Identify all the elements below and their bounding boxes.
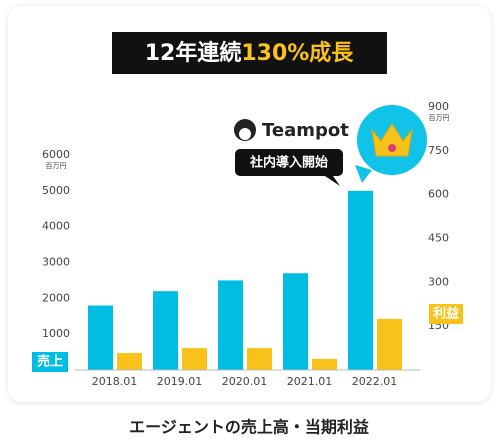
- x-tick-label: 2022.01: [352, 375, 398, 388]
- callout: 社内導入開始: [249, 155, 328, 171]
- y-tick-label: 3000: [42, 256, 70, 269]
- logo-face: [239, 128, 251, 140]
- legend-swatch: [32, 352, 68, 372]
- caption: エージェントの売上高・当期利益: [129, 418, 369, 437]
- legend-swatch: [429, 304, 463, 324]
- y2-unit: 百万円: [429, 114, 450, 122]
- bar: [348, 190, 373, 370]
- bar: [153, 291, 178, 370]
- bubble-tail: [355, 165, 372, 183]
- y-tick-label: 1000: [42, 327, 70, 340]
- y-tick-label: 5000: [42, 184, 70, 197]
- y2-tick-label: 600: [428, 188, 449, 201]
- y-tick-label: 2000: [42, 291, 70, 304]
- y-tick-label: 6000: [42, 148, 70, 161]
- y2-tick-label: 750: [428, 144, 449, 157]
- y2-tick-label: 900: [428, 100, 449, 113]
- bar: [182, 348, 207, 370]
- bar: [218, 280, 243, 370]
- y2-tick-label: 300: [428, 275, 449, 288]
- callout-box: [235, 149, 343, 176]
- bar: [117, 353, 142, 370]
- bar: [312, 358, 337, 370]
- legend-label: 利益: [433, 306, 459, 322]
- bar: [88, 305, 113, 370]
- bar: [283, 273, 308, 370]
- brand: Teampot: [262, 120, 349, 141]
- crown-jewel: [388, 144, 396, 152]
- crown: [371, 123, 413, 157]
- bar: [247, 348, 272, 370]
- legend-label: 売上: [37, 354, 63, 370]
- y-unit: 百万円: [46, 162, 67, 170]
- callout-tail: [325, 176, 340, 186]
- x-tick-label: 2018.01: [92, 375, 138, 388]
- title-banner: [112, 32, 387, 74]
- title-highlight: 130%成長: [241, 41, 354, 66]
- y-tick-label: 4000: [42, 220, 70, 233]
- x-tick-label: 2019.01: [157, 375, 203, 388]
- title-part: 12年連続: [145, 40, 242, 66]
- chart-title: 12年連続130%成長: [145, 40, 355, 66]
- bar: [377, 318, 402, 370]
- x-tick-label: 2021.01: [287, 375, 333, 388]
- y2-tick-label: 450: [428, 232, 449, 245]
- x-tick-label: 2020.01: [222, 375, 268, 388]
